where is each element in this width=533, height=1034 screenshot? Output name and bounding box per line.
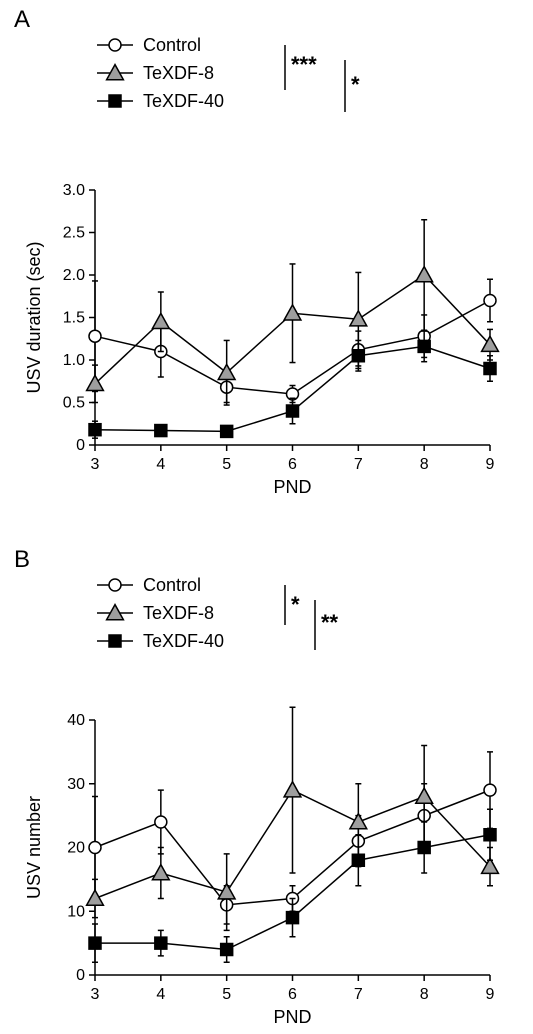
svg-text:USV number: USV number bbox=[24, 796, 44, 899]
svg-text:7: 7 bbox=[354, 456, 363, 473]
svg-text:8: 8 bbox=[420, 986, 429, 1003]
svg-text:0: 0 bbox=[76, 437, 85, 454]
svg-text:3: 3 bbox=[91, 986, 100, 1003]
svg-text:3.0: 3.0 bbox=[63, 182, 85, 199]
svg-text:6: 6 bbox=[288, 986, 297, 1003]
svg-text:PND: PND bbox=[273, 477, 311, 497]
svg-text:10: 10 bbox=[67, 903, 85, 920]
svg-text:***: *** bbox=[291, 52, 317, 77]
svg-text:TeXDF-8: TeXDF-8 bbox=[143, 63, 214, 83]
svg-text:8: 8 bbox=[420, 456, 429, 473]
svg-text:5: 5 bbox=[222, 986, 231, 1003]
svg-text:3: 3 bbox=[91, 456, 100, 473]
svg-text:*: * bbox=[351, 72, 360, 97]
svg-text:40: 40 bbox=[67, 712, 85, 729]
svg-text:1.5: 1.5 bbox=[63, 310, 85, 327]
svg-text:7: 7 bbox=[354, 986, 363, 1003]
svg-text:PND: PND bbox=[273, 1007, 311, 1027]
svg-text:9: 9 bbox=[486, 456, 495, 473]
svg-text:5: 5 bbox=[222, 456, 231, 473]
svg-text:9: 9 bbox=[486, 986, 495, 1003]
svg-text:6: 6 bbox=[288, 456, 297, 473]
panel-a-label: A bbox=[14, 6, 30, 34]
svg-text:2.5: 2.5 bbox=[63, 225, 85, 242]
svg-text:2.0: 2.0 bbox=[63, 267, 85, 284]
svg-text:USV duration (sec): USV duration (sec) bbox=[24, 241, 44, 393]
svg-text:0.5: 0.5 bbox=[63, 395, 85, 412]
svg-text:TeXDF-40: TeXDF-40 bbox=[143, 91, 224, 111]
svg-text:4: 4 bbox=[156, 986, 165, 1003]
svg-text:**: ** bbox=[321, 610, 339, 635]
svg-text:TeXDF-8: TeXDF-8 bbox=[143, 603, 214, 623]
svg-text:*: * bbox=[291, 592, 300, 617]
svg-text:0: 0 bbox=[76, 967, 85, 984]
svg-text:30: 30 bbox=[67, 776, 85, 793]
svg-text:20: 20 bbox=[67, 840, 85, 857]
figure-svg: 0 0.5 1.0 1.5 2.0 2.5 3.0 3 4 5 6 7 8 9 PND USV duratio… bbox=[0, 0, 533, 1034]
svg-text:Control: Control bbox=[143, 35, 201, 55]
svg-text:1.0: 1.0 bbox=[63, 352, 85, 369]
figure: A B 0 0.5 1.0 1.5 2.0 2.5 3.0 3 4 5 6 7 8 9 PND USV dur… bbox=[0, 0, 533, 1034]
svg-text:Control: Control bbox=[143, 575, 201, 595]
panel-b-label: B bbox=[14, 546, 30, 574]
svg-text:4: 4 bbox=[156, 456, 165, 473]
svg-text:TeXDF-40: TeXDF-40 bbox=[143, 631, 224, 651]
